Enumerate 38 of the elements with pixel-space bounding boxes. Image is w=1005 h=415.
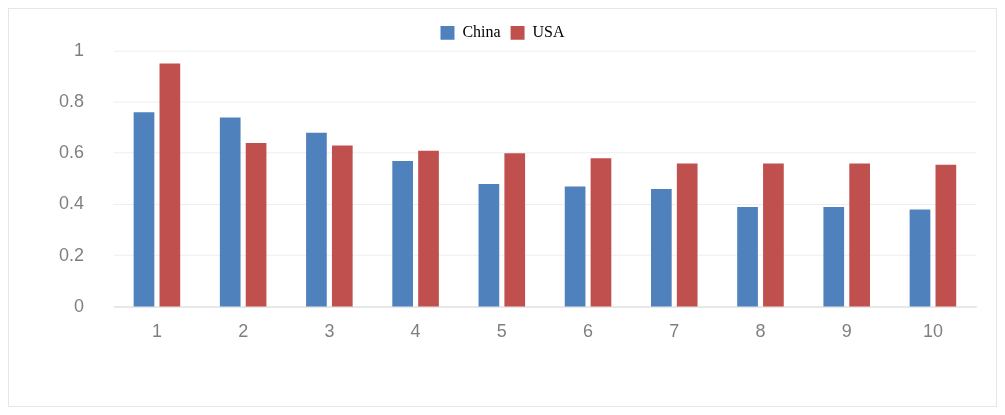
bar — [823, 207, 845, 307]
bar — [564, 186, 586, 307]
bar — [504, 153, 526, 307]
bar — [935, 164, 957, 307]
bar — [763, 163, 784, 307]
y-tick-label: 0.6 — [58, 142, 84, 163]
y-tick-label: 0.4 — [58, 193, 84, 214]
legend-label: USA — [532, 23, 565, 41]
y-tick-label: 1 — [73, 39, 84, 60]
x-tick-label: 8 — [755, 320, 766, 341]
bar — [418, 150, 439, 307]
bar — [676, 163, 698, 307]
x-tick-label: 5 — [496, 320, 507, 341]
y-tick-label: 0.2 — [58, 244, 84, 265]
x-tick-label: 4 — [410, 320, 421, 341]
bar — [159, 63, 181, 307]
bar — [392, 160, 413, 307]
bar — [737, 207, 758, 307]
y-tick-label: 0 — [73, 295, 84, 316]
bar — [849, 163, 870, 307]
bar — [133, 112, 155, 307]
x-tick-label: 1 — [151, 320, 162, 341]
x-tick-label: 6 — [583, 320, 594, 341]
bar — [245, 142, 267, 307]
x-tick-label: 3 — [324, 320, 335, 341]
legend-label: China — [462, 23, 501, 41]
x-tick-label: 9 — [841, 320, 852, 341]
bar — [650, 189, 672, 307]
bar — [331, 145, 353, 307]
bar — [590, 158, 612, 307]
bar — [219, 117, 241, 307]
x-tick-label: 7 — [669, 320, 680, 341]
x-tick-label: 10 — [922, 320, 943, 341]
y-tick-label: 0.8 — [58, 90, 84, 111]
bar — [478, 183, 500, 307]
bar — [306, 132, 327, 307]
bar — [909, 209, 931, 307]
x-tick-label: 2 — [238, 320, 249, 341]
